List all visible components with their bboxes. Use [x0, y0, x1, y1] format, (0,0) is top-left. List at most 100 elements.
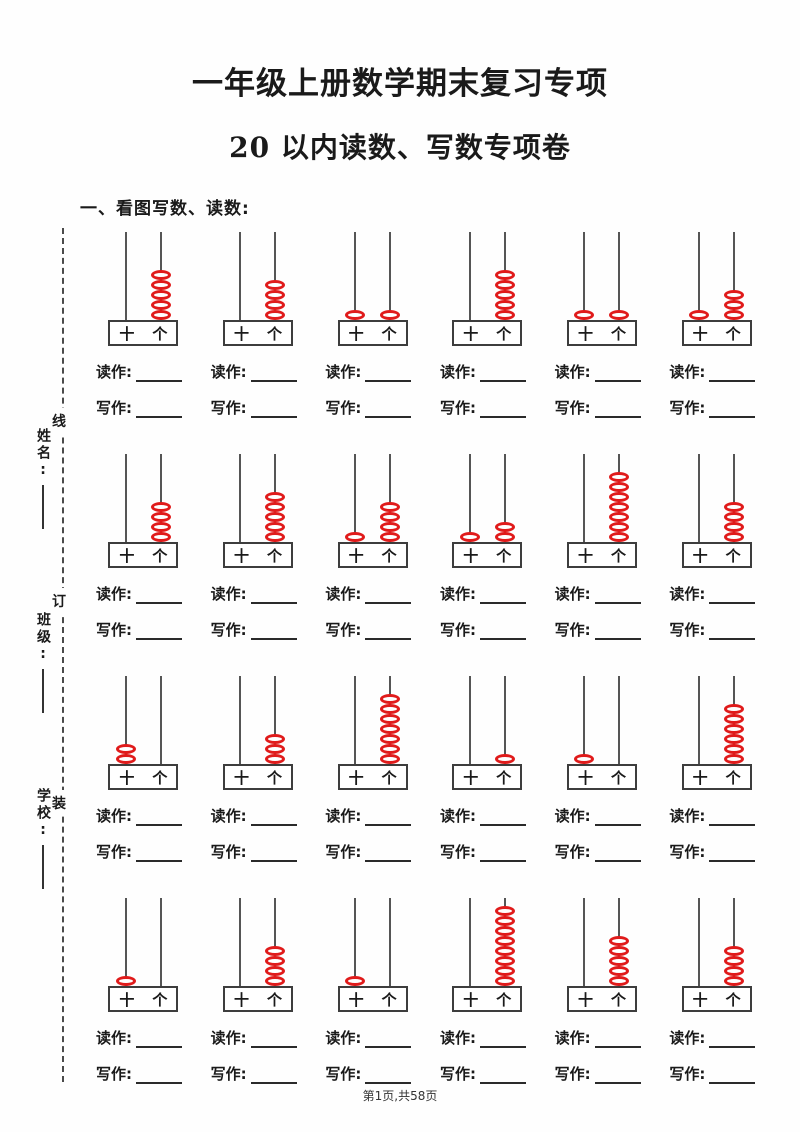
bead [265, 946, 286, 956]
write-as-blank[interactable] [250, 623, 297, 640]
abacus-cell: 十 个 读作: 写作: [659, 676, 774, 898]
read-as-line: 读作: [555, 1028, 641, 1048]
write-as-blank[interactable] [365, 623, 412, 640]
class-field-blank[interactable] [42, 669, 44, 713]
abacus: 十 个 [681, 676, 752, 790]
write-as-blank[interactable] [479, 845, 526, 862]
write-as-blank[interactable] [136, 623, 182, 640]
read-as-line: 读作: [96, 584, 182, 604]
abacus-rods [108, 454, 178, 542]
binding-char-staple: 订 [50, 588, 68, 614]
place-value-box: 十 个 [108, 320, 179, 346]
ones-place-label: 个 [152, 768, 168, 787]
bead [609, 532, 630, 542]
abacus-cell: 十 个 读作: 写作: [315, 676, 430, 898]
write-as-blank[interactable] [365, 1067, 412, 1084]
write-as-line: 写作: [669, 842, 756, 862]
read-as-blank[interactable] [709, 365, 756, 382]
bead [724, 704, 745, 714]
read-as-blank[interactable] [136, 1031, 182, 1048]
write-as-label: 写作: [96, 621, 132, 639]
tens-place-label: 十 [119, 768, 135, 787]
ones-place-label: 个 [496, 990, 512, 1009]
write-as-blank[interactable] [709, 845, 756, 862]
write-as-blank[interactable] [594, 1067, 641, 1084]
read-as-blank[interactable] [709, 1031, 756, 1048]
tens-rod-line [468, 454, 471, 542]
read-as-blank[interactable] [594, 587, 641, 604]
read-as-blank[interactable] [479, 365, 526, 382]
ones-rod-line [618, 676, 621, 764]
read-as-blank[interactable] [479, 587, 526, 604]
ones-place-label: 个 [610, 768, 626, 787]
ones-beads [609, 310, 630, 320]
write-as-label: 写作: [669, 621, 706, 639]
bead [150, 290, 171, 300]
abacus-rods [452, 232, 522, 320]
write-as-blank[interactable] [365, 401, 412, 418]
write-as-blank[interactable] [136, 401, 182, 418]
read-as-blank[interactable] [250, 587, 297, 604]
abacus-rods [223, 232, 293, 320]
school-field-blank[interactable] [42, 845, 44, 889]
abacus-cell: 十 个 读作: 写作: [545, 898, 660, 1120]
ones-beads [724, 946, 745, 986]
write-as-blank[interactable] [250, 1067, 297, 1084]
read-as-blank[interactable] [594, 365, 641, 382]
tens-beads [115, 976, 136, 986]
read-as-blank[interactable] [365, 365, 412, 382]
read-as-blank[interactable] [250, 809, 297, 826]
read-as-blank[interactable] [136, 809, 182, 826]
bead [345, 310, 366, 320]
write-as-blank[interactable] [250, 845, 297, 862]
read-as-blank[interactable] [479, 809, 526, 826]
bead [609, 472, 630, 482]
abacus-rods [567, 454, 637, 542]
write-as-blank[interactable] [479, 623, 526, 640]
write-as-blank[interactable] [365, 845, 412, 862]
bead [150, 522, 171, 532]
write-as-blank[interactable] [136, 1067, 182, 1084]
tens-beads [689, 310, 710, 320]
read-as-blank[interactable] [709, 809, 756, 826]
tens-rod-line [468, 232, 471, 320]
write-as-blank[interactable] [709, 1067, 756, 1084]
read-as-blank[interactable] [479, 1031, 526, 1048]
page-subtitle: 20 以内读数、写数专项卷 [229, 131, 571, 164]
write-as-blank[interactable] [479, 1067, 526, 1084]
ones-beads [609, 472, 630, 542]
write-as-blank[interactable] [479, 401, 526, 418]
read-as-blank[interactable] [136, 365, 182, 382]
read-as-blank[interactable] [594, 1031, 641, 1048]
place-value-box: 十 个 [566, 764, 637, 790]
read-as-blank[interactable] [365, 587, 412, 604]
read-as-blank[interactable] [136, 587, 182, 604]
abacus-cell: 十 个 读作: 写作: [430, 454, 545, 676]
bead [115, 976, 136, 986]
write-as-blank[interactable] [594, 623, 641, 640]
write-as-label: 写作: [439, 1065, 476, 1083]
read-as-blank[interactable] [250, 365, 297, 382]
write-as-blank[interactable] [136, 845, 182, 862]
abacus: 十 个 [222, 676, 293, 790]
read-as-blank[interactable] [365, 809, 412, 826]
bead [150, 300, 171, 310]
bead [494, 532, 515, 542]
bead [724, 290, 745, 300]
write-as-blank[interactable] [594, 845, 641, 862]
read-as-blank[interactable] [365, 1031, 412, 1048]
binding-line [62, 228, 64, 1082]
read-as-blank[interactable] [250, 1031, 297, 1048]
write-as-blank[interactable] [594, 401, 641, 418]
write-as-blank[interactable] [709, 623, 756, 640]
read-as-blank[interactable] [709, 587, 756, 604]
tens-place-label: 十 [233, 768, 249, 787]
read-as-blank[interactable] [594, 809, 641, 826]
bead [265, 532, 286, 542]
write-as-blank[interactable] [709, 401, 756, 418]
write-as-blank[interactable] [250, 401, 297, 418]
abacus: 十 个 [452, 454, 523, 568]
bead [494, 310, 515, 320]
tens-rod-line [124, 232, 127, 320]
name-field-blank[interactable] [42, 485, 44, 529]
